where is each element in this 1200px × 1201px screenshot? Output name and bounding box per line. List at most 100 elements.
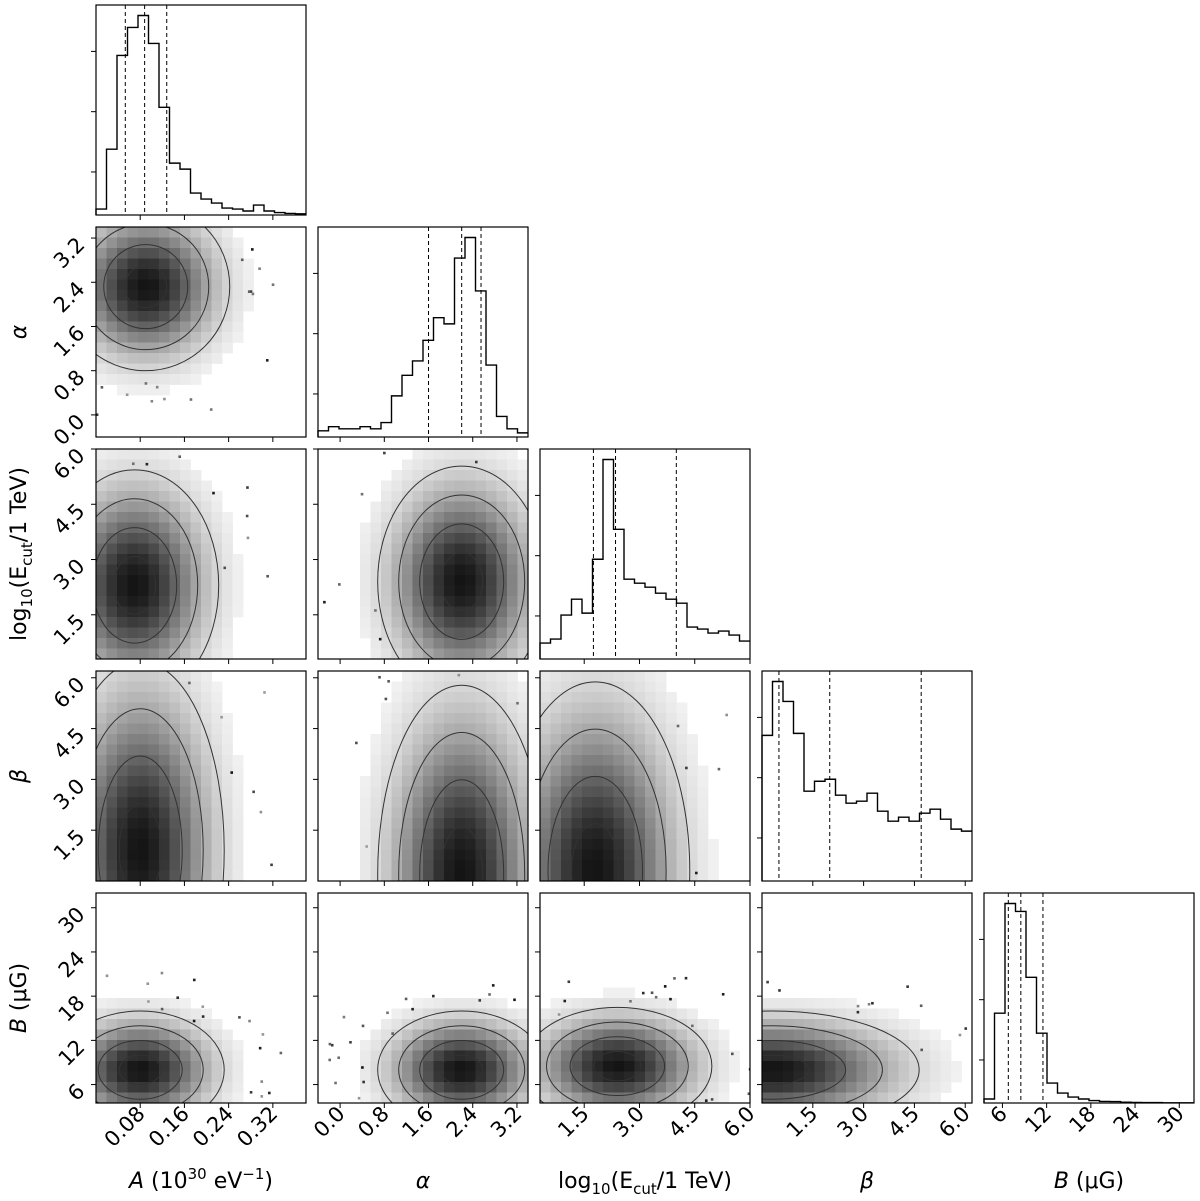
sample-point [383, 451, 386, 455]
sample-point [766, 980, 769, 984]
panel-frame [317, 670, 529, 882]
density-cell [783, 1092, 794, 1103]
density-cell [540, 1050, 551, 1062]
density-cell [676, 818, 688, 829]
density-cell [381, 860, 392, 871]
density-cell [412, 734, 424, 745]
density-cell [211, 596, 223, 607]
density-cell [138, 681, 149, 693]
density-cell [232, 279, 244, 291]
sample-point [871, 1001, 874, 1005]
panel-frame [983, 892, 1195, 1104]
sample-point [160, 1007, 164, 1011]
panel-frame [95, 4, 307, 216]
x-tick-label: 1.6 [397, 1102, 438, 1143]
density-cell [454, 807, 466, 819]
density-cell [127, 786, 139, 798]
density-cell [603, 987, 614, 999]
density-cell [697, 849, 709, 861]
density-cell [603, 1040, 614, 1051]
sample-point [491, 984, 495, 987]
density-cell [571, 860, 583, 871]
density-cell [127, 332, 139, 343]
x-tick-label: 30 [1153, 1102, 1189, 1138]
density-cell [582, 807, 593, 819]
density-cell [444, 1050, 455, 1062]
density-cell [159, 797, 170, 808]
density-cell [454, 564, 466, 576]
density-cell [180, 828, 191, 840]
x-tick-label: 6.0 [934, 1102, 975, 1143]
density-cell [454, 692, 466, 703]
density-cell [222, 279, 233, 291]
density-cell [517, 617, 528, 628]
density-cell [666, 702, 677, 714]
density-cell [391, 734, 403, 745]
density-cell [201, 648, 212, 659]
sample-point [988, 1079, 991, 1082]
density-cell [117, 512, 128, 523]
density-cell [517, 1040, 528, 1051]
density-cell [211, 744, 223, 756]
density-cell [381, 744, 392, 756]
density-cell [507, 638, 518, 649]
density-cell [655, 828, 667, 840]
density-cell [465, 786, 476, 798]
density-cell [486, 522, 497, 534]
density-cell [117, 269, 128, 280]
density-cell [201, 627, 212, 639]
density-cell [159, 449, 170, 460]
density-cell [454, 744, 466, 756]
density-cell [517, 459, 528, 471]
sample-point [695, 871, 698, 875]
density-cell [624, 702, 635, 714]
density-cell [697, 870, 709, 881]
density-cell [138, 491, 149, 502]
density-cell [190, 1061, 202, 1072]
contour-line [96, 708, 204, 881]
density-cell [592, 755, 604, 766]
density-cell [592, 797, 604, 808]
density-cell [117, 596, 128, 607]
density-cell [211, 606, 223, 618]
density-cell [465, 860, 476, 871]
sample-point [212, 491, 215, 495]
density-cell [454, 470, 466, 481]
sample-point [123, 1154, 126, 1157]
density-cell [454, 1061, 466, 1072]
density-cell [180, 681, 191, 693]
density-cell [550, 713, 562, 724]
density-cell [402, 1092, 413, 1103]
sample-point [605, 1111, 608, 1114]
density-cell [634, 734, 646, 745]
density-cell [444, 1008, 455, 1020]
density-cell [391, 596, 403, 607]
density-cell [507, 512, 518, 523]
density-cell [804, 1040, 815, 1051]
density-cell [634, 671, 646, 682]
density-cell [201, 1008, 212, 1020]
density-cell [412, 702, 424, 714]
density-cell [96, 648, 107, 659]
density-cell [360, 533, 371, 544]
density-cell [106, 638, 118, 649]
sample-point [99, 432, 102, 435]
sample-point [337, 1056, 341, 1060]
density-cell [762, 1029, 773, 1041]
density-cell [381, 648, 392, 659]
density-cell [211, 353, 223, 364]
density-cell [433, 638, 445, 649]
density-cell [571, 1008, 583, 1020]
density-cell [391, 638, 403, 649]
density-cell [888, 1050, 899, 1062]
density-cell [835, 1040, 847, 1051]
density-cell [708, 1061, 719, 1072]
density-cell [360, 1071, 371, 1083]
density-cell [645, 1061, 656, 1072]
density-cell [655, 692, 667, 703]
density-cell [106, 786, 118, 798]
density-cell [211, 818, 223, 829]
sample-point [361, 1024, 365, 1028]
density-cell [423, 617, 434, 628]
density-cell [402, 575, 413, 586]
